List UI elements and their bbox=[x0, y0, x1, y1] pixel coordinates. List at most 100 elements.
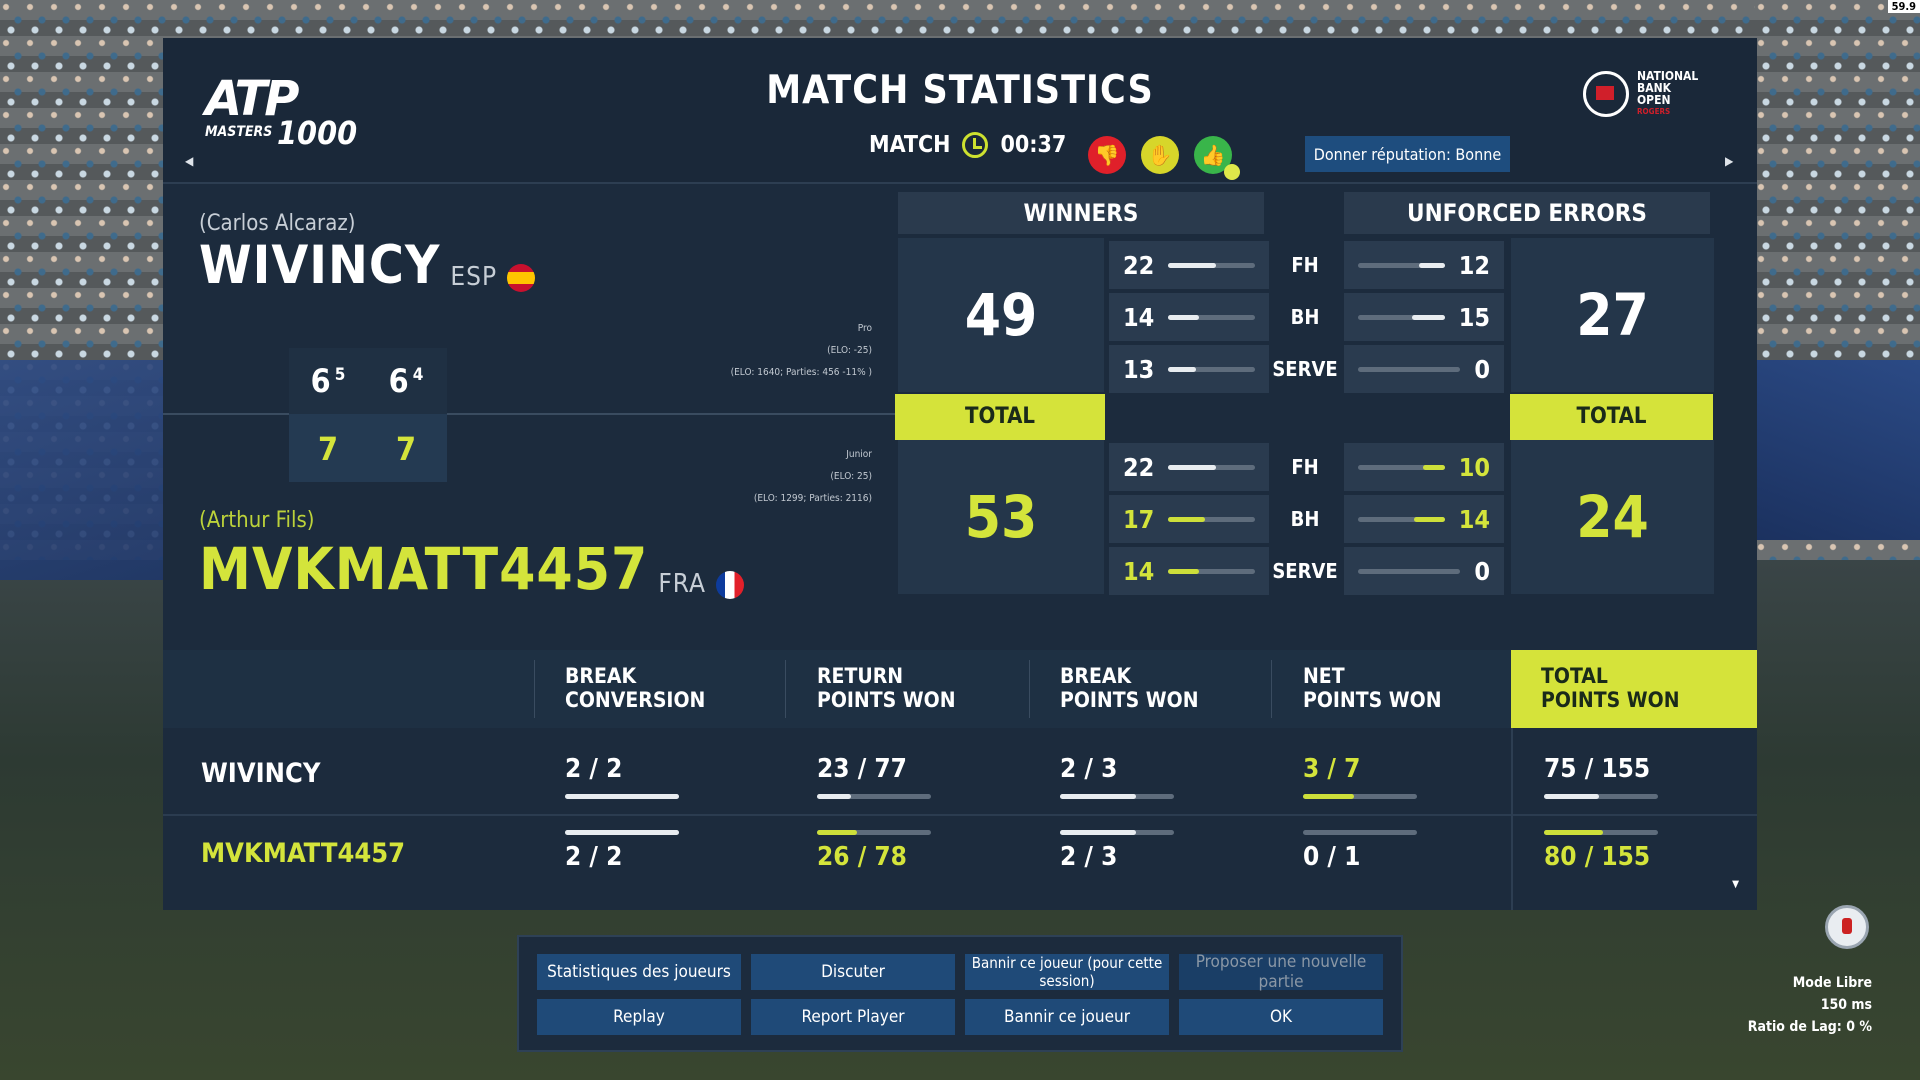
player2-name: MVKMATT4457 bbox=[199, 535, 649, 603]
p2-total-points: 80 / 155 bbox=[1544, 842, 1651, 872]
match-statistics-panel: ATP MASTERS 1000 MATCH STATISTICS MATCH … bbox=[163, 38, 1757, 910]
fps-counter: 59.9 bbox=[1887, 0, 1920, 13]
thumbs-sideways-icon[interactable]: ✋ bbox=[1141, 136, 1179, 174]
table-row: WIVINCY 2 / 2 23 / 77 2 / 3 3 / 7 75 / 1… bbox=[163, 728, 1757, 816]
p2-errors-serve-bar: 0 bbox=[1344, 547, 1504, 595]
lag-ratio-label: Ratio de Lag: 0 % bbox=[1747, 1019, 1872, 1035]
sponsor-line2: BANK bbox=[1637, 81, 1671, 95]
sponsor-line1: NATIONAL bbox=[1637, 69, 1699, 83]
p1-winners-serve-bar: 13 bbox=[1109, 345, 1269, 393]
p1-break-conversion: 2 / 2 bbox=[565, 754, 623, 784]
national-bank-logo-icon bbox=[1583, 71, 1629, 117]
match-label: MATCH bbox=[869, 132, 951, 158]
p2-winners-serve-bar: 14 bbox=[1109, 547, 1269, 595]
ban-player-button[interactable]: Bannir ce joueur bbox=[965, 999, 1169, 1035]
scroll-left-arrow-icon[interactable]: ◀ bbox=[185, 154, 194, 168]
comparison-table-header: BREAK CONVERSION RETURN POINTS WON BREAK PO… bbox=[163, 650, 1757, 728]
clock-icon bbox=[962, 132, 989, 158]
player2-real-name: (Arthur Fils) bbox=[199, 508, 315, 533]
p2-errors-bh-bar: 14 bbox=[1344, 495, 1504, 543]
p2-break-conversion: 2 / 2 bbox=[565, 842, 623, 872]
p1-total-points: 75 / 155 bbox=[1544, 754, 1651, 784]
sponsor-by: ROGERS bbox=[1637, 107, 1671, 116]
replay-button[interactable]: Replay bbox=[537, 999, 741, 1035]
player1-country: ESP bbox=[450, 262, 498, 292]
thumbs-down-icon[interactable]: 👎 bbox=[1088, 136, 1126, 174]
column-break-conversion: BREAK CONVERSION bbox=[565, 664, 706, 712]
mode-label: Mode Libre bbox=[1792, 975, 1872, 991]
unforced-errors-header: UNFORCED ERRORS bbox=[1344, 192, 1710, 234]
table-row: MVKMATT4457 2 / 2 26 / 78 2 / 3 0 / 1 80… bbox=[163, 816, 1757, 904]
p2-net-points: 0 / 1 bbox=[1303, 842, 1361, 872]
row-player1-name: WIVINCY bbox=[201, 758, 321, 789]
player1-name: WIVINCY bbox=[199, 235, 441, 296]
serve-label-p2: SERVE bbox=[1272, 559, 1338, 583]
p2-winners-fh-bar: 22 bbox=[1109, 443, 1269, 491]
player2-elo-details: (ELO: 1299; Parties: 2116) bbox=[753, 493, 872, 504]
action-button-bar: Statistiques des joueurs Discuter Bannir… bbox=[517, 935, 1403, 1052]
player2-elo-info: Junior (ELO: 25) (ELO: 1299; Parties: 21… bbox=[754, 444, 872, 510]
bh-label-p2: BH bbox=[1290, 507, 1320, 531]
p2-winners-bh-bar: 17 bbox=[1109, 495, 1269, 543]
row-player2-name: MVKMATT4457 bbox=[201, 838, 406, 869]
france-flag-icon bbox=[716, 571, 744, 599]
mode-avatar-icon bbox=[1825, 905, 1869, 949]
p1-errors-total: 27 bbox=[1511, 238, 1714, 392]
page-title: MATCH STATISTICS bbox=[766, 68, 1154, 113]
p1-errors-bh-bar: 15 bbox=[1344, 293, 1504, 341]
scroll-down-arrow-icon[interactable]: ▼ bbox=[1732, 879, 1739, 890]
player1-level: Pro bbox=[857, 323, 872, 334]
column-net-points-won: NET POINTS WON bbox=[1303, 664, 1442, 712]
errors-total-label: TOTAL bbox=[1510, 394, 1713, 440]
chat-button[interactable]: Discuter bbox=[751, 954, 955, 990]
spain-flag-icon bbox=[507, 264, 536, 292]
p1-winners-total: 49 bbox=[898, 238, 1104, 392]
ban-session-button[interactable]: Bannir ce joueur (pour cette session) bbox=[965, 954, 1169, 990]
player2-elo-delta: (ELO: 25) bbox=[830, 471, 872, 482]
logo-number-text: 1000 bbox=[277, 114, 358, 152]
p1-return-points: 23 / 77 bbox=[817, 754, 907, 784]
p2-winners-total: 53 bbox=[898, 440, 1104, 594]
p2-set2-score: 7 bbox=[395, 430, 417, 468]
column-return-points-won: RETURN POINTS WON bbox=[817, 664, 956, 712]
match-timer: MATCH 00:37 bbox=[869, 132, 1066, 158]
new-game-button[interactable]: Proposer une nouvelle partie bbox=[1179, 952, 1383, 992]
thumbs-up-icon[interactable]: 👍 bbox=[1194, 136, 1240, 180]
p1-winners-fh-bar: 22 bbox=[1109, 241, 1269, 289]
player1-name-row: WIVINCY ESP bbox=[199, 235, 536, 296]
player-divider bbox=[163, 413, 898, 415]
player1-elo-details: (ELO: 1640; Parties: 456 -11% ) bbox=[730, 367, 872, 378]
panel-header: ATP MASTERS 1000 MATCH STATISTICS MATCH … bbox=[163, 38, 1757, 184]
player-stats-button[interactable]: Statistiques des joueurs bbox=[537, 954, 741, 990]
winners-header: WINNERS bbox=[898, 192, 1264, 234]
reputation-button[interactable]: Donner réputation: Bonne bbox=[1305, 136, 1510, 172]
player1-elo-delta: (ELO: -25) bbox=[827, 345, 872, 356]
column-total-points-won: TOTAL POINTS WON bbox=[1511, 650, 1757, 728]
player2-level: Junior bbox=[846, 449, 872, 460]
logo-main-text: ATP bbox=[205, 71, 299, 127]
connection-status: Mode Libre 150 ms Ratio de Lag: 0 % bbox=[1748, 972, 1872, 1038]
ping-label: 150 ms bbox=[1820, 997, 1872, 1013]
p1-winners-bh-bar: 14 bbox=[1109, 293, 1269, 341]
logo-sub-text: MASTERS bbox=[205, 124, 273, 140]
match-time: 00:37 bbox=[1000, 132, 1067, 158]
winners-errors-grid: WINNERS UNFORCED ERRORS 49 27 TOTAL TOTA… bbox=[895, 192, 1714, 595]
p1-break-points: 2 / 3 bbox=[1060, 754, 1118, 784]
player2-name-row: MVKMATT4457 FRA bbox=[199, 535, 744, 603]
report-player-button[interactable]: Report Player bbox=[751, 999, 955, 1035]
scroll-right-arrow-icon[interactable]: ▶ bbox=[1725, 154, 1734, 168]
crowd-background-top bbox=[0, 0, 1920, 40]
sponsor-line3: OPEN bbox=[1637, 93, 1671, 107]
fh-label-p1: FH bbox=[1291, 253, 1319, 277]
fh-label-p2: FH bbox=[1291, 455, 1319, 479]
p2-break-points: 2 / 3 bbox=[1060, 842, 1118, 872]
atp-masters-logo: ATP MASTERS 1000 bbox=[205, 71, 358, 154]
p2-errors-total: 24 bbox=[1511, 440, 1714, 594]
player1-elo-info: Pro (ELO: -25) (ELO: 1640; Parties: 456 … bbox=[731, 318, 872, 384]
p2-set1-score: 7 bbox=[317, 430, 339, 468]
ok-button[interactable]: OK bbox=[1179, 999, 1383, 1035]
player1-real-name: (Carlos Alcaraz) bbox=[199, 211, 356, 236]
